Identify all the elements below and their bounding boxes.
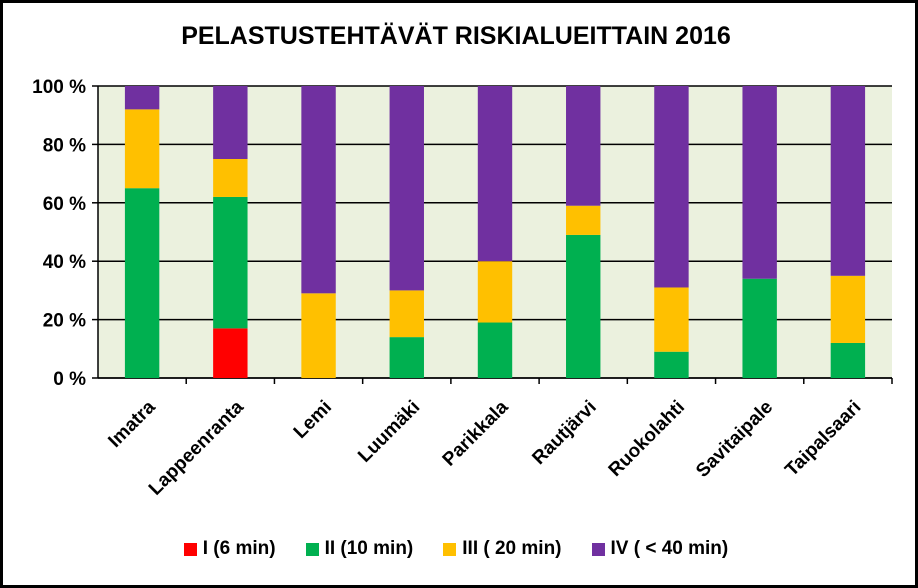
bar-segment (477, 322, 513, 378)
bar-segment (830, 86, 866, 276)
chart-legend: I (6 min) II (10 min) III ( 20 min) IV ( < … (0, 538, 912, 560)
bar-segment (566, 86, 601, 206)
bar-segment (654, 86, 689, 288)
bar-segment (213, 328, 248, 378)
bar-segment (742, 86, 777, 279)
y-tick-label: 20 % (43, 311, 86, 332)
legend-swatch (443, 542, 457, 556)
chart-title: PELASTUSTEHTÄVÄT RISKIALUEITTAIN 2016 (181, 22, 731, 50)
legend-item: II (10 min) (305, 538, 414, 560)
legend-label: II (10 min) (324, 538, 414, 559)
y-tick-label: 0 % (53, 369, 86, 390)
legend-label: III ( 20 min) (462, 538, 562, 559)
category-label: Luumäki (354, 397, 424, 467)
bar-segment (830, 275, 866, 343)
category-label: Savitaipale (692, 397, 777, 482)
bar-segment (301, 86, 336, 294)
legend-label: I (6 min) (202, 538, 276, 559)
bar-segment (477, 86, 513, 262)
y-tick-label: 40 % (43, 252, 86, 273)
legend-item: III ( 20 min) (443, 538, 562, 560)
category-label: Rautjärvi (528, 397, 600, 469)
bar-segment (477, 261, 513, 323)
bar-segment (301, 293, 336, 378)
bar-segment (830, 342, 866, 378)
bar-segment (654, 287, 689, 352)
legend-swatch (591, 542, 605, 556)
bar-segment (389, 290, 424, 338)
bar-segment (654, 351, 689, 378)
bar-segment (124, 86, 160, 110)
bar-segment (213, 159, 248, 197)
category-label: Lappeenranta (145, 396, 248, 499)
category-label: Imatra (104, 396, 159, 451)
category-label: Lemi (290, 397, 336, 443)
category-label: Ruokolahti (605, 397, 689, 481)
bar-segment (213, 86, 248, 159)
legend-label: IV ( < 40 min) (610, 538, 729, 559)
bar-segment (389, 86, 424, 291)
legend-item: I (6 min) (183, 538, 276, 560)
y-tick-label: 80 % (43, 135, 86, 156)
category-label: Taipalsaari (781, 397, 865, 481)
bar-segment (124, 109, 160, 189)
bar-segment (566, 234, 601, 378)
bar-segment (213, 196, 248, 329)
bar-segment (389, 337, 424, 378)
legend-item: IV ( < 40 min) (591, 538, 729, 560)
bar-segment (124, 188, 160, 378)
category-label: Parikkala (439, 396, 513, 470)
y-tick-label: 60 % (43, 194, 86, 215)
bar-segment (742, 278, 777, 378)
legend-swatch (183, 542, 197, 556)
y-tick-label: 100 % (32, 77, 86, 98)
legend-swatch (305, 542, 319, 556)
bar-segment (566, 205, 601, 235)
